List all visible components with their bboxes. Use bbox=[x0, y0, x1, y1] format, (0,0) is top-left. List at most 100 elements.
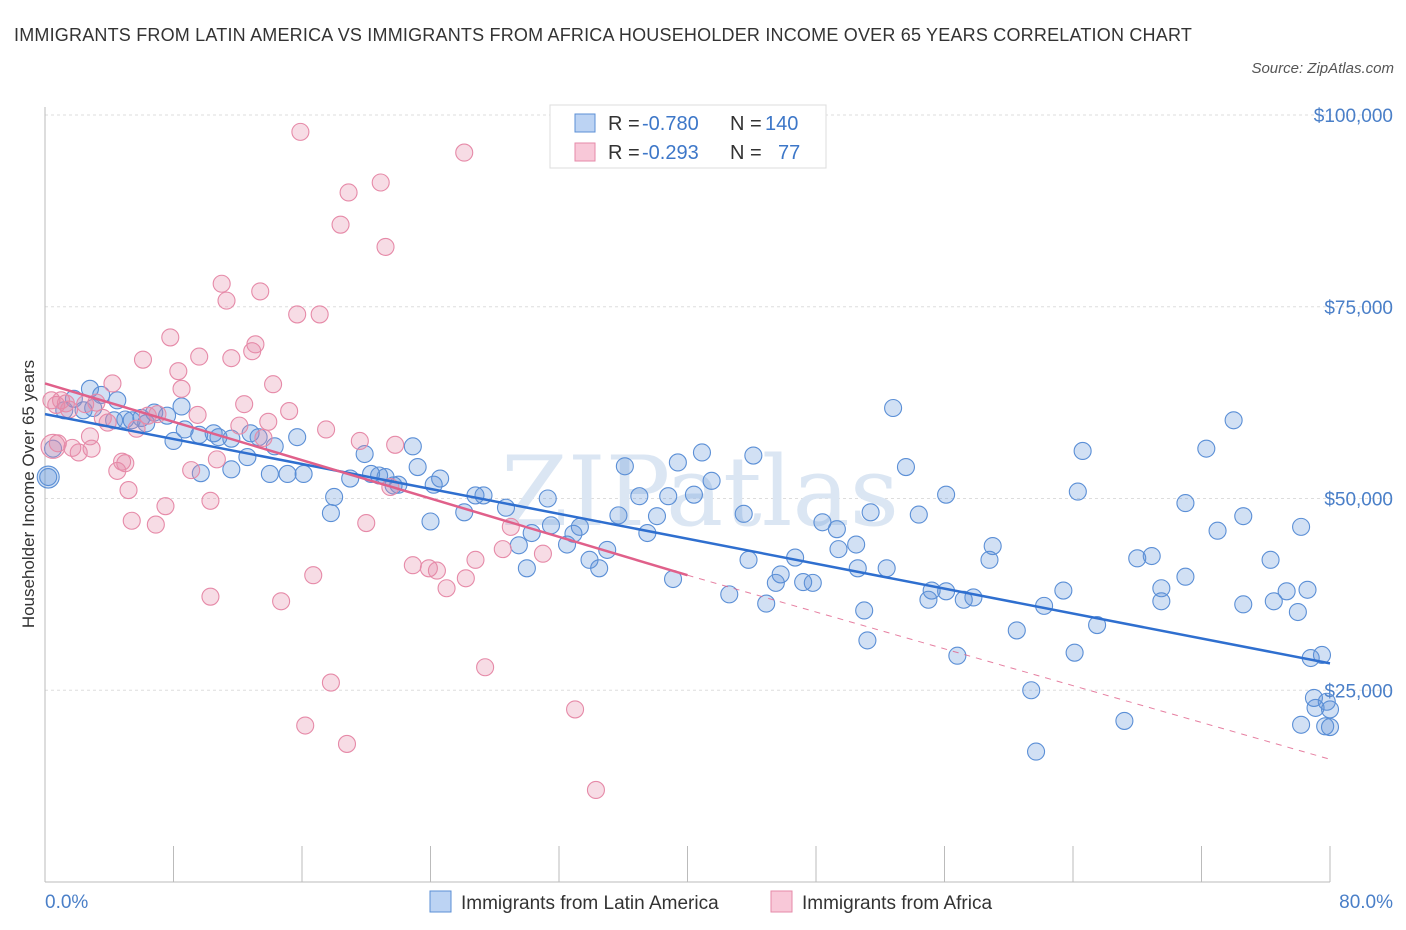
bottom-legend-swatch-pink bbox=[770, 890, 793, 913]
africa-point-59 bbox=[386, 435, 405, 454]
latin-america-point-63 bbox=[692, 443, 712, 462]
africa-point-23 bbox=[146, 515, 165, 534]
y-tick-label-1: $50,000 bbox=[1324, 490, 1393, 511]
latin-america-point-78 bbox=[848, 559, 867, 578]
latin-america-point-80 bbox=[858, 631, 877, 650]
latin-america-point-77 bbox=[847, 535, 866, 554]
x-tick-label-end: 80.0% bbox=[1339, 892, 1393, 913]
africa-point-43 bbox=[264, 375, 283, 394]
latin-america-point-55 bbox=[630, 487, 649, 506]
africa-point-48 bbox=[304, 566, 323, 585]
latin-america-point-99 bbox=[1054, 581, 1073, 600]
latin-america-point-22 bbox=[260, 464, 279, 484]
africa-point-68 bbox=[493, 540, 512, 559]
africa-point-62 bbox=[427, 561, 446, 580]
latin-america-point-56 bbox=[615, 457, 634, 476]
africa-point-21 bbox=[133, 350, 153, 369]
latin-america-point-100 bbox=[1065, 643, 1084, 662]
africa-point-70 bbox=[533, 544, 552, 563]
latin-america-point-110 bbox=[1176, 494, 1195, 513]
africa-point-73 bbox=[296, 716, 315, 735]
latin-america-point-81 bbox=[861, 503, 880, 522]
trend-lines bbox=[44, 382, 1331, 760]
africa-point-49 bbox=[310, 305, 329, 324]
latin-america-point-50 bbox=[570, 517, 589, 536]
africa-point-33 bbox=[207, 450, 226, 469]
legend-n-label-1: N = bbox=[730, 113, 762, 135]
latin-america-point-64 bbox=[702, 471, 721, 490]
latin-america-point-121 bbox=[1298, 580, 1317, 599]
latin-america-point-139 bbox=[734, 504, 753, 523]
africa-point-17 bbox=[116, 454, 135, 473]
latin-america-point-113 bbox=[1224, 411, 1243, 430]
africa-point-18 bbox=[119, 481, 138, 500]
africa-point-16 bbox=[113, 452, 132, 471]
y-axis-label: Householder Income Over 65 years bbox=[19, 360, 38, 628]
latin-america-point-130 bbox=[1316, 717, 1335, 736]
latin-america-point-28 bbox=[321, 504, 340, 523]
africa-point-47 bbox=[291, 122, 310, 141]
latin-america-point-68 bbox=[757, 594, 776, 613]
latin-america-point-109 bbox=[1176, 567, 1195, 586]
latin-america-point-119 bbox=[1288, 602, 1307, 622]
africa-point-56 bbox=[357, 513, 376, 533]
africa-point-31 bbox=[201, 587, 220, 606]
africa-point-42 bbox=[254, 428, 273, 447]
africa-point-27 bbox=[169, 362, 188, 381]
chart-title: IMMIGRANTS FROM LATIN AMERICA VS IMMIGRA… bbox=[14, 25, 1193, 45]
africa-point-20 bbox=[122, 511, 141, 530]
latin-america-point-0 bbox=[39, 467, 58, 487]
latin-america-point-108 bbox=[1152, 592, 1171, 611]
latin-america-point-138 bbox=[541, 516, 561, 535]
bottom-legend-label-2: Immigrants from Africa bbox=[802, 893, 992, 914]
latin-america-point-70 bbox=[771, 565, 790, 584]
legend-swatch-pink bbox=[574, 142, 596, 162]
latin-america-point-82 bbox=[877, 559, 896, 578]
latin-america-point-128 bbox=[1312, 645, 1332, 665]
latin-america-point-125 bbox=[1306, 698, 1325, 717]
latin-america-point-96 bbox=[1022, 681, 1041, 700]
africa-point-34 bbox=[212, 274, 231, 293]
africa-point-large bbox=[40, 433, 66, 459]
latin-america-point-72 bbox=[794, 573, 813, 592]
legend-r-value-1: -0.780 bbox=[642, 113, 699, 135]
latin-america-point-79 bbox=[855, 601, 874, 620]
africa-point-37 bbox=[230, 416, 249, 435]
legend-n-label-2: N = bbox=[730, 142, 762, 164]
latin-america-point-66 bbox=[739, 550, 758, 569]
latin-america-point-103 bbox=[1088, 616, 1107, 635]
x-tick-labels: 0.0% 80.0% bbox=[45, 892, 1393, 913]
legend-swatch-blue bbox=[574, 113, 596, 133]
africa-point-51 bbox=[321, 673, 340, 692]
latin-america-point-44 bbox=[509, 536, 528, 555]
africa-point-36 bbox=[222, 349, 241, 368]
africa-point-55 bbox=[350, 431, 369, 451]
africa-point-40 bbox=[246, 335, 265, 354]
latin-america-point-111 bbox=[1197, 439, 1216, 458]
africa-point-57 bbox=[371, 173, 390, 192]
source-label: Source: ZipAtlas.com bbox=[1251, 60, 1394, 77]
latin-america-point-134 bbox=[191, 464, 210, 483]
latin-america-point-101 bbox=[1068, 482, 1087, 501]
africa-point-66 bbox=[466, 550, 485, 569]
africa-point-46 bbox=[288, 305, 307, 324]
latin-america-point-90 bbox=[948, 646, 967, 665]
africa-point-26 bbox=[161, 328, 180, 347]
latin-america-point-129 bbox=[1320, 718, 1340, 737]
y-tick-label-2: $75,000 bbox=[1324, 298, 1393, 319]
latin-america-point-83 bbox=[884, 398, 903, 418]
latin-america-point-116 bbox=[1261, 550, 1280, 569]
africa-point-28 bbox=[172, 379, 191, 398]
latin-america-point-85 bbox=[909, 505, 928, 524]
africa-point-52 bbox=[331, 215, 350, 234]
africa-point-67 bbox=[476, 658, 495, 677]
latin-america-point-74 bbox=[813, 513, 832, 532]
latin-america-point-large bbox=[36, 465, 60, 489]
latin-america-point-106 bbox=[1142, 546, 1161, 566]
latin-america-point-58 bbox=[647, 507, 667, 526]
trend-line-africa bbox=[44, 382, 688, 577]
watermark: ZIPatlas bbox=[501, 436, 899, 548]
africa-point-75 bbox=[259, 412, 278, 431]
africa-point-72 bbox=[586, 780, 605, 800]
latin-america-point-112 bbox=[1208, 521, 1227, 540]
